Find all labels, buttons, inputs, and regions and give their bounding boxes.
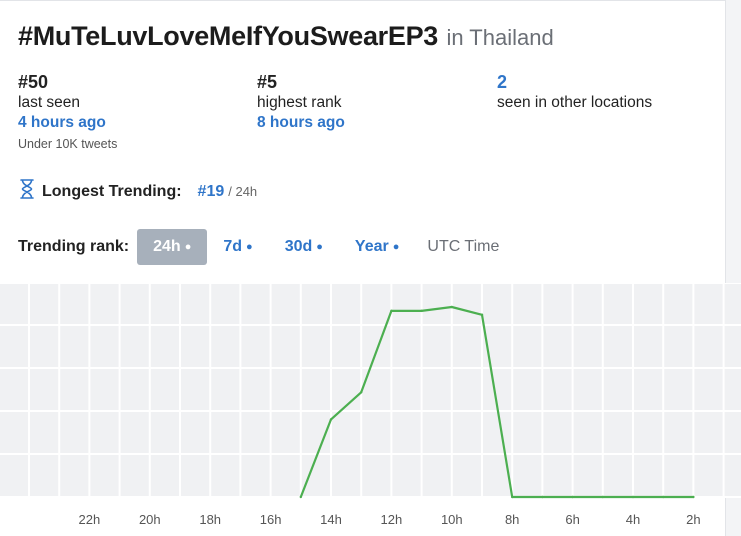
dot-icon: ● <box>392 240 400 253</box>
page-title: #MuTeLuvLoveMeIfYouSwearEP3 in Thailand <box>18 21 554 52</box>
chart-series-line <box>299 305 694 499</box>
other-locations-count-link[interactable]: 2 <box>497 72 508 92</box>
dot-icon: ● <box>184 240 192 253</box>
chart-x-tick-label: 14h <box>320 512 342 527</box>
hourglass-icon <box>20 179 34 204</box>
chart-x-tick-label: 6h <box>565 512 579 527</box>
chart-data-point <box>450 305 453 309</box>
chart-data-point <box>692 495 695 499</box>
chart-data-point <box>420 309 423 313</box>
trending-rank-chart: 22h 20h 18h 16h 14h 12h 10h 8h 6h 4h 2h <box>0 283 741 527</box>
chart-data-point <box>541 495 544 499</box>
chart-data-point <box>390 309 393 313</box>
chart-data-point <box>631 495 635 499</box>
chart-data-point <box>299 495 302 499</box>
longest-trending-label: Longest Trending: <box>42 182 182 200</box>
chart-x-tick-label: 8h <box>505 512 519 527</box>
chart-plot-area <box>0 283 741 497</box>
last-seen-rank: #50 <box>18 72 49 92</box>
last-seen-label: last seen <box>18 94 81 111</box>
chart-x-tick-label: 18h <box>199 512 221 527</box>
chart-x-tick-label: 16h <box>260 512 282 527</box>
dot-icon: ● <box>246 240 253 253</box>
stat-other-locations: 2 seen in other locations <box>497 71 652 113</box>
longest-trending-unit: / 24h <box>228 184 258 199</box>
chart-data-point <box>571 495 574 499</box>
tab-year[interactable]: Year ● <box>339 229 415 265</box>
tab-year-label: Year <box>354 238 389 255</box>
tab-30d-label: 30d <box>284 238 313 255</box>
location-label: in Thailand <box>446 25 554 50</box>
other-locations-label: seen in other locations <box>497 94 653 111</box>
tab-7d-label: 7d <box>223 238 243 255</box>
highest-rank-label: highest rank <box>257 94 342 111</box>
chart-x-tick-label: 12h <box>381 512 403 527</box>
hashtag-title: #MuTeLuvLoveMeIfYouSwearEP3 <box>18 21 438 51</box>
highest-rank-time-link[interactable]: 8 hours ago <box>257 114 345 131</box>
trending-rank-tabs: Trending rank: 24h ● 7d ● 30d ● Year ● UTC T… <box>18 229 499 265</box>
chart-data-point <box>511 495 514 499</box>
chart-x-tick-label: 20h <box>139 512 161 527</box>
longest-trending-rank-link[interactable]: #19 <box>197 182 225 200</box>
chart-x-tick-label: 2h <box>686 512 700 527</box>
utc-time-toggle[interactable]: UTC Time <box>427 238 500 255</box>
tab-30d[interactable]: 30d ● <box>269 229 339 265</box>
highest-rank-value: #5 <box>257 72 278 92</box>
tweet-count-note: Under 10K tweets <box>18 137 118 151</box>
chart-data-point <box>480 313 484 316</box>
chart-x-tick-label: 22h <box>79 512 101 527</box>
chart-data-point <box>329 418 333 421</box>
chart-x-tick-label: 10h <box>441 512 463 527</box>
tab-24h[interactable]: 24h ● <box>137 229 208 265</box>
longest-trending: Longest Trending: #19 / 24h <box>20 179 257 204</box>
chart-data-point <box>662 495 665 499</box>
chart-data-point <box>601 495 604 499</box>
dot-icon: ● <box>316 240 323 253</box>
trending-rank-label: Trending rank: <box>18 238 130 255</box>
chart-x-tick-label: 4h <box>626 512 640 527</box>
stat-last-seen: #50 last seen 4 hours ago Under 10K twee… <box>18 71 117 151</box>
stat-highest-rank: #5 highest rank 8 hours ago <box>257 71 345 133</box>
chart-data-point <box>360 391 363 394</box>
tab-24h-label: 24h <box>153 238 181 255</box>
last-seen-time-link[interactable]: 4 hours ago <box>18 114 106 131</box>
tab-7d[interactable]: 7d ● <box>207 229 268 265</box>
